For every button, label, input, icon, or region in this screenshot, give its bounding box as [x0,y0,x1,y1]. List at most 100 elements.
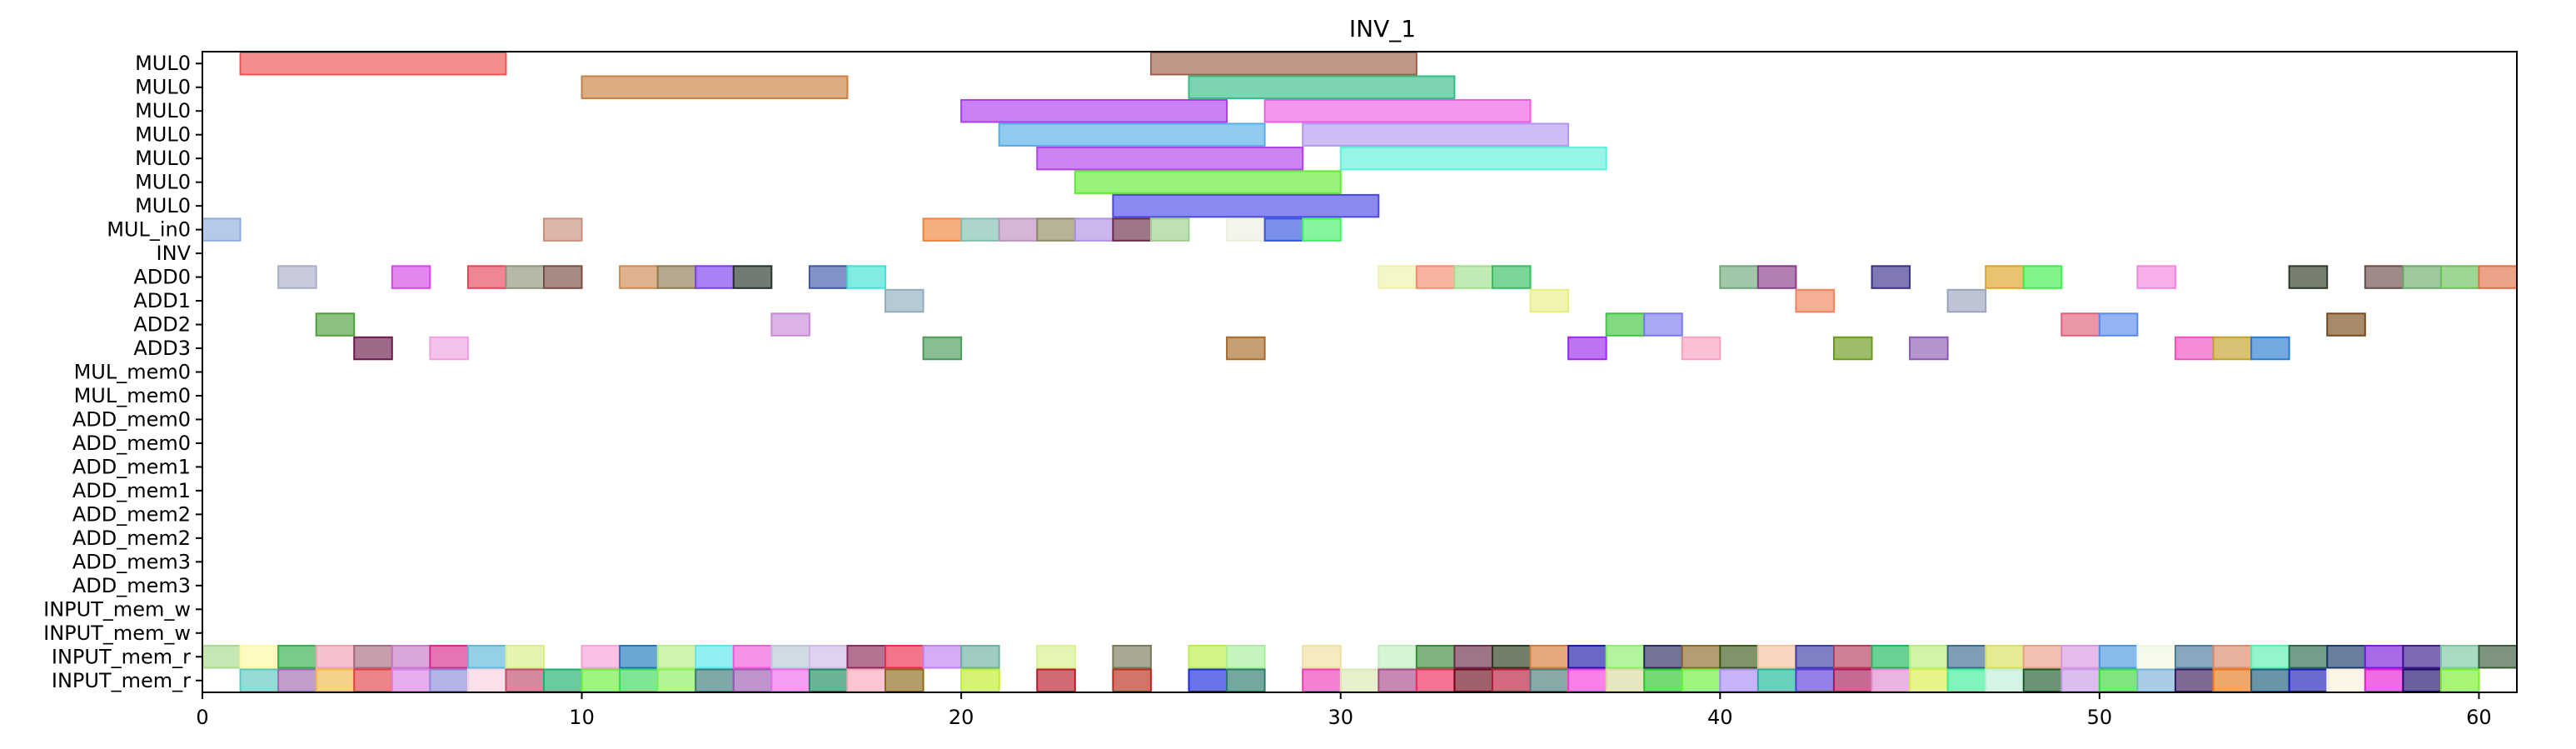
task-bar [960,645,1000,669]
chart-title: INV_1 [1349,15,1416,42]
task-bar [1415,668,1456,692]
task-bar [808,645,849,669]
task-bar [922,217,963,242]
task-bar [2326,312,2366,337]
task-bar [732,668,773,692]
task-bar [1719,668,1759,692]
task-bar [2212,645,2253,669]
y-tick-label: MUL_mem0 [74,361,191,384]
task-bar [1909,668,1949,692]
y-tick-label: ADD_mem2 [72,527,191,550]
task-bar [1719,645,1759,669]
y-tick-label: ADD1 [133,289,191,312]
task-bar [1339,146,1607,171]
y-tick-label: ADD_mem1 [72,455,191,478]
task-bar [846,668,887,692]
task-bar [315,668,356,692]
x-tick-label: 60 [2466,706,2492,729]
task-bar [884,645,924,669]
task-bar [1226,336,1266,361]
task-bar [1188,75,1456,99]
task-bar [2098,668,2139,692]
task-bar [960,98,1228,123]
task-bar [1112,668,1152,692]
task-bar [1871,668,1911,692]
x-tick-label: 40 [1707,706,1733,729]
task-bar [1263,98,1532,123]
task-bar [202,645,242,669]
task-bar [1681,645,1721,669]
plot-frame [202,51,2518,693]
task-bar [2326,645,2366,669]
task-bar [277,265,317,289]
task-bar [391,265,431,289]
y-tick-label: MUL0 [135,194,191,217]
task-bar [505,645,546,669]
task-bar [1567,645,1607,669]
task-bar [695,645,735,669]
task-bar [353,668,393,692]
task-bar [846,265,887,289]
task-bar [391,668,431,692]
task-bar [429,668,469,692]
y-tick-label: MUL0 [135,147,191,170]
task-bar [353,645,393,669]
task-bar [1378,668,1418,692]
task-bar [466,668,507,692]
y-tick-label: ADD_mem3 [72,574,191,597]
y-tick-label: INPUT_mem_r [52,669,191,692]
task-bar [1795,645,1835,669]
task-bar [429,645,469,669]
task-bar [2250,645,2290,669]
y-tick-label: INPUT_mem_w [43,597,191,621]
task-bar [580,75,849,99]
task-bar [1605,312,1646,337]
task-bar [808,265,849,289]
task-bar [2402,265,2442,289]
task-bar [619,265,659,289]
task-bar [1149,52,1418,76]
task-bar [505,265,546,289]
task-bar [1453,265,1493,289]
y-tick-label: ADD2 [133,313,191,337]
x-tick-label: 0 [196,706,208,729]
task-bar [1188,645,1228,669]
task-bar [1909,336,1949,361]
task-bar [656,645,697,669]
task-bar [1302,217,1342,242]
task-bar [998,217,1039,242]
y-tick-label: ADD3 [133,337,191,360]
task-bar [466,265,507,289]
y-tick-labels: MUL0MUL0MUL0MUL0MUL0MUL0MUL0MUL_in0INVAD… [43,52,202,692]
task-bar [846,645,887,669]
task-bar [1149,217,1190,242]
task-bar [1036,217,1076,242]
task-bar [1946,668,1987,692]
y-tick-label: MUL0 [135,123,191,147]
task-bar [2288,645,2329,669]
y-tick-label: ADD_mem0 [72,407,191,431]
task-bar [353,336,393,361]
task-bar [429,336,469,361]
task-bar [1074,170,1342,194]
task-bar [656,265,697,289]
task-bar [1074,217,1114,242]
task-bar [656,668,697,692]
task-bar [1415,645,1456,669]
task-bar [2288,265,2329,289]
task-bar [1643,668,1683,692]
task-bar [998,122,1266,147]
task-bar [2364,265,2404,289]
task-bar [239,645,280,669]
task-bar [2136,265,2176,289]
task-bar [315,645,356,669]
y-tick-label: ADD_mem1 [72,479,191,502]
task-bar [1112,193,1380,218]
task-bar [2098,645,2139,669]
task-bar [543,265,583,289]
task-bar [2288,668,2329,692]
task-bar [1985,265,2025,289]
task-bar [770,312,810,337]
task-bar [2478,265,2519,289]
task-bar [1302,122,1570,147]
